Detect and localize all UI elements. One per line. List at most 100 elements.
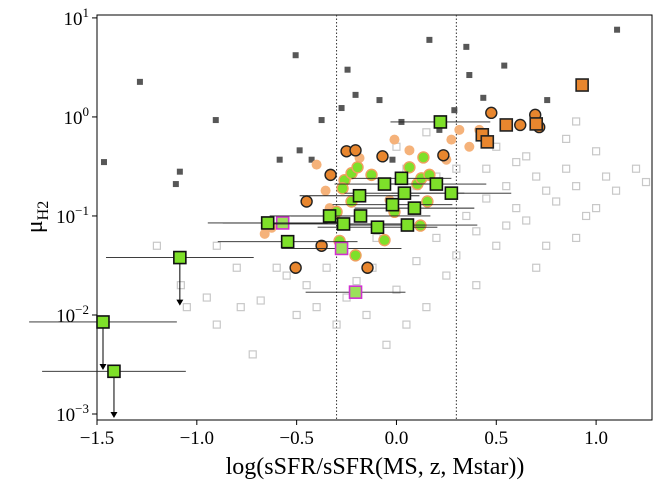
point [376,150,389,163]
point [320,185,331,196]
point [365,168,378,182]
point [472,281,481,290]
point [282,271,291,280]
point [492,241,501,250]
point [352,276,361,286]
point [421,195,434,208]
point [334,241,349,256]
series [259,124,485,239]
point [417,151,430,164]
y-label-sub: H2 [35,201,52,221]
point [361,261,374,274]
point [236,303,245,312]
point [404,145,415,156]
y-tick-label: 10−3 [56,401,89,426]
point [332,320,341,329]
point [107,364,121,379]
point [422,303,431,312]
point [136,78,143,85]
x-tick-label: 0.0 [385,428,409,449]
point [212,241,221,250]
upper-limit-head [176,299,184,306]
y-label-main: μ [22,220,48,233]
point [432,233,441,243]
upper-limit-head [110,412,118,418]
point [385,197,400,212]
series [100,26,621,188]
point [464,141,475,152]
point [377,177,392,191]
point [352,91,359,98]
point [446,134,457,145]
point [392,285,401,294]
series [29,115,512,418]
point [202,293,211,302]
point [437,149,450,162]
point [463,43,470,50]
series [289,106,546,274]
point [172,181,179,188]
series [152,117,651,359]
point [344,66,351,73]
point [292,52,299,59]
x-tick-label: −1.5 [80,428,114,449]
point [318,117,325,124]
y-tick-label: 100 [64,104,90,129]
point [641,177,651,187]
point [562,164,571,173]
point [512,204,521,213]
point [311,159,322,170]
point [322,263,331,272]
point [532,172,541,181]
point [466,72,473,79]
point [480,94,487,101]
x-axis-label: log(sSFR/sSFR(MS, z, Mstar)) [226,454,525,480]
point [348,285,363,299]
point [212,320,221,329]
point [592,147,601,156]
point [300,195,313,208]
point [480,135,495,149]
point [382,340,391,349]
point [232,263,241,272]
point [276,156,283,163]
point [532,263,541,272]
point [96,315,110,329]
point [248,350,257,359]
point [256,296,265,305]
point [389,134,400,145]
point [336,182,349,195]
y-tick-label: 101 [64,5,90,30]
point [338,105,345,112]
point [502,221,511,230]
point [601,172,611,181]
point [349,144,362,157]
point [502,182,511,191]
point [482,194,491,203]
point [452,164,461,173]
point [176,168,183,175]
point [562,134,571,144]
point [173,250,187,265]
point [544,97,551,104]
point [362,310,371,320]
point [324,168,337,182]
point [499,118,514,132]
point [433,115,448,129]
point [370,220,385,235]
point [412,257,421,266]
point [514,118,527,132]
point [572,182,581,191]
point [376,97,383,104]
point [414,219,427,232]
point [501,62,508,69]
point [402,320,411,329]
point [592,204,601,213]
point [451,107,458,114]
point [212,117,219,124]
point [452,251,461,260]
y-tick-label: 10−1 [56,203,89,228]
point [485,106,498,120]
point [512,157,521,167]
